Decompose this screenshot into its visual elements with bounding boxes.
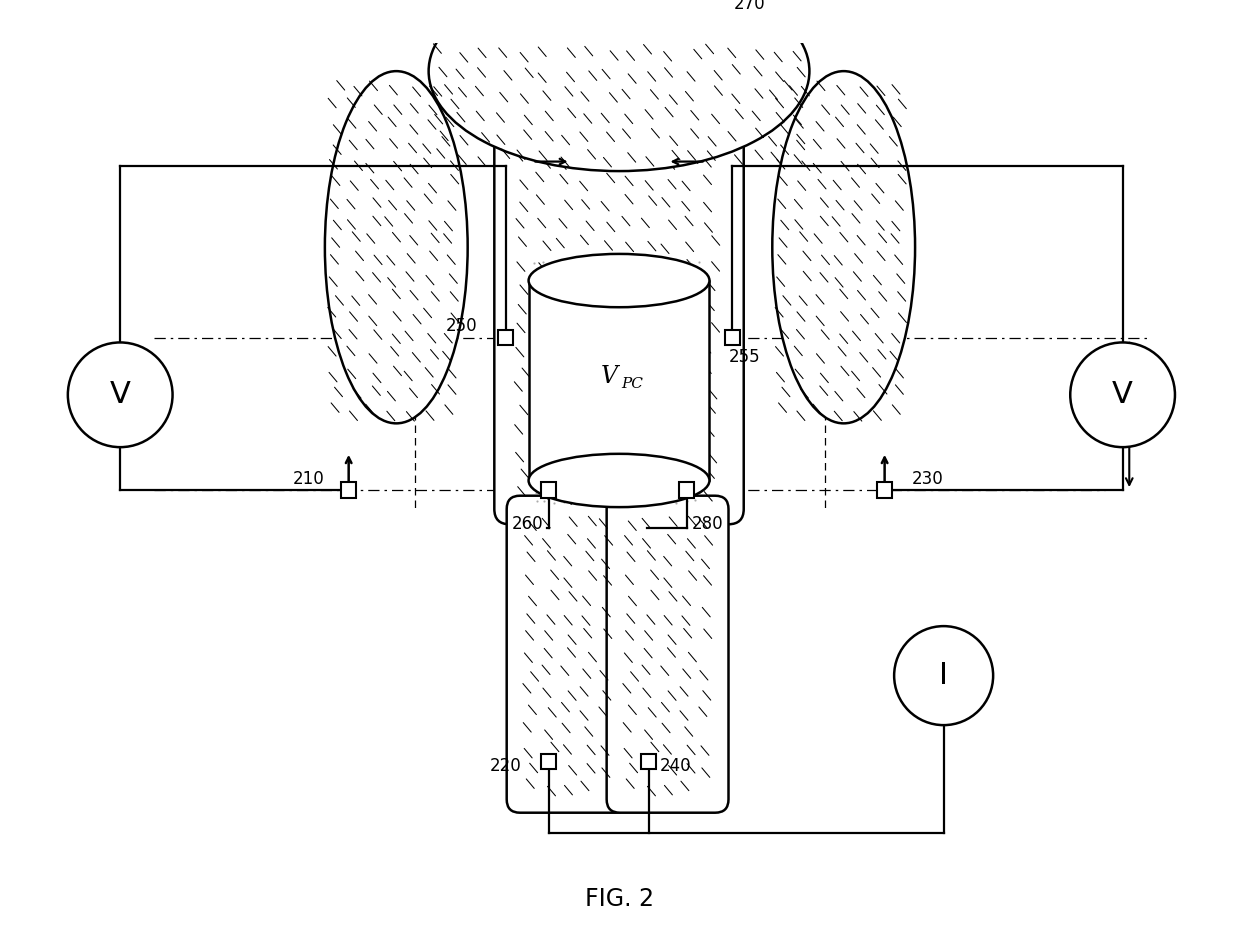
Text: FIG. 2: FIG. 2: [585, 887, 653, 911]
Bar: [498, 330, 513, 346]
Text: 220: 220: [491, 757, 522, 775]
Bar: [725, 330, 740, 346]
Bar: [541, 753, 556, 769]
Ellipse shape: [429, 0, 809, 171]
Text: V: V: [110, 380, 130, 410]
Bar: [529, 280, 710, 480]
Ellipse shape: [529, 454, 710, 507]
FancyBboxPatch shape: [607, 496, 729, 813]
Text: 260: 260: [512, 514, 544, 532]
Bar: [641, 753, 657, 769]
Bar: [877, 482, 892, 497]
Ellipse shape: [325, 71, 467, 423]
Text: 270: 270: [733, 0, 764, 13]
Bar: [679, 482, 694, 497]
Text: PC: PC: [622, 378, 643, 392]
Text: L: L: [1149, 404, 1160, 423]
FancyBboxPatch shape: [494, 75, 743, 524]
Ellipse shape: [772, 71, 916, 423]
Text: V: V: [1113, 380, 1132, 410]
Bar: [541, 482, 556, 497]
Text: 250: 250: [446, 317, 477, 335]
Circle shape: [68, 343, 172, 447]
Text: 255: 255: [729, 347, 760, 365]
Ellipse shape: [529, 254, 710, 307]
Circle shape: [895, 626, 994, 725]
Circle shape: [1070, 343, 1175, 447]
Text: 280: 280: [691, 514, 724, 532]
Text: 210: 210: [294, 469, 325, 487]
Text: V: V: [601, 365, 618, 388]
FancyBboxPatch shape: [507, 496, 628, 813]
Text: I: I: [939, 661, 948, 690]
Text: 240: 240: [660, 757, 691, 775]
Text: 230: 230: [911, 469, 943, 487]
Bar: [341, 482, 357, 497]
